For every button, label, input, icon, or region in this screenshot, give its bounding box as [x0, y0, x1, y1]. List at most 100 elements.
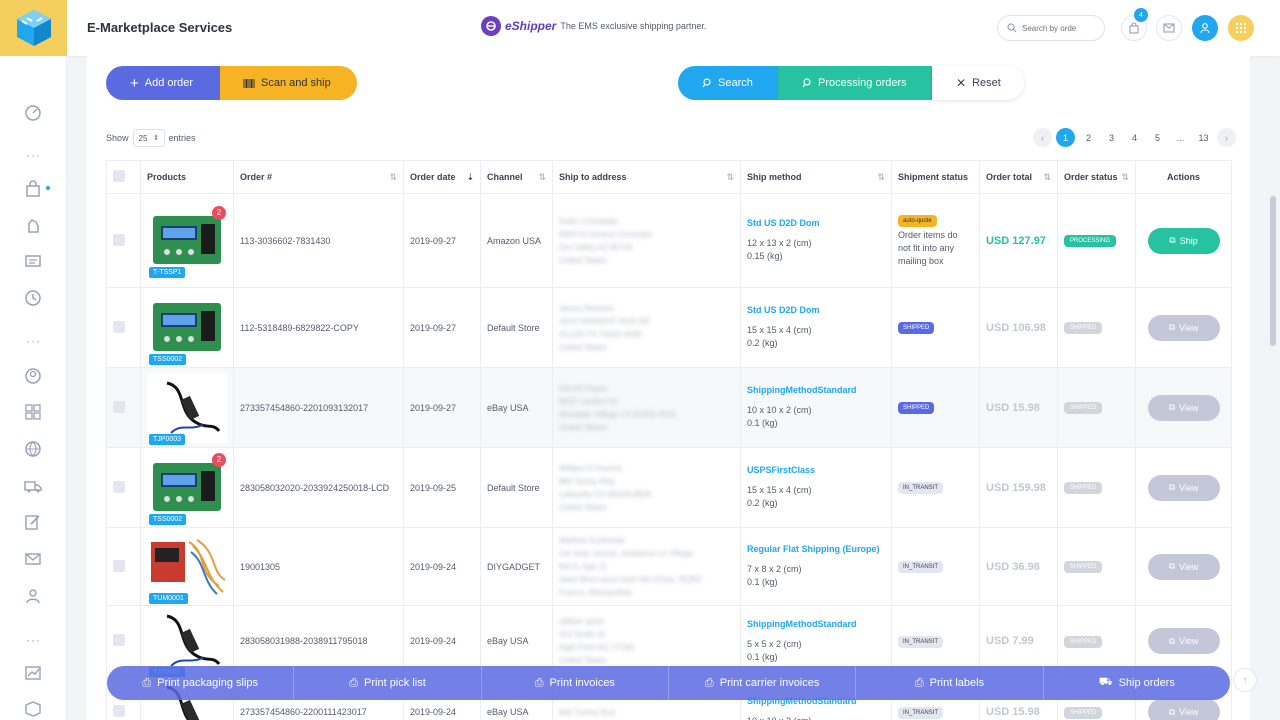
grid-icon[interactable] [22, 401, 44, 423]
row-checkbox[interactable] [113, 705, 125, 717]
col-ship-method[interactable]: Ship method ⇅ [740, 160, 892, 194]
global-search-input[interactable] [1022, 23, 1092, 33]
address-line: 8900 N Camino Coronado [559, 229, 652, 239]
edit-icon[interactable] [22, 511, 44, 533]
row-checkbox[interactable] [113, 559, 125, 572]
view-button[interactable]: ⧉ View [1147, 628, 1220, 654]
page-1[interactable]: 1 [1056, 128, 1075, 147]
col-channel[interactable]: Channel ⇅ [480, 160, 553, 194]
processing-orders-button[interactable]: Processing orders [778, 66, 934, 100]
app-logo[interactable] [0, 0, 67, 56]
col-label: Ship method [747, 172, 802, 182]
ship-method-link[interactable]: Std US D2D Dom [747, 305, 820, 315]
ship-method-link[interactable]: ShippingMethodStandard [747, 696, 857, 706]
message-icon[interactable] [22, 251, 44, 273]
order-number[interactable]: 113-3036602-7831430 [233, 193, 404, 288]
select-all-checkbox[interactable] [113, 170, 125, 182]
row-checkbox[interactable] [113, 634, 125, 646]
address-block: Darrell Hayes 6602 Landino Dr Westlake Vil… [559, 382, 740, 434]
table-row[interactable]: T-TSSP1 2 113-3036602-7831430 2019-09-27 Ama… [106, 193, 1232, 288]
search-button[interactable]: Search [678, 66, 778, 100]
contacts-icon[interactable] [22, 585, 44, 607]
truck-icon[interactable] [22, 475, 44, 497]
order-total: USD 36.98 [986, 560, 1040, 573]
reset-button[interactable]: ✕ Reset [932, 66, 1024, 100]
chart-icon[interactable] [22, 662, 44, 684]
hand-icon[interactable] [22, 214, 44, 236]
row-checkbox[interactable] [113, 233, 125, 246]
ship-method-link[interactable]: Regular Flat Shipping (Europe) [747, 544, 880, 554]
product-thumbnail[interactable]: TSS0002 [147, 292, 227, 365]
view-button[interactable]: ⧉ View [1147, 394, 1220, 421]
col-order-total[interactable]: Order total ⇅ [979, 160, 1058, 194]
product-thumbnail[interactable]: T-TSSP1 2 [147, 205, 227, 278]
ship-method-link[interactable]: ShippingMethodStandard [747, 618, 857, 629]
view-button[interactable]: ⧉ View [1147, 314, 1220, 341]
row-checkbox[interactable] [113, 400, 125, 413]
view-button[interactable]: ⧉ View [1147, 699, 1220, 720]
dashboard-icon[interactable] [22, 101, 44, 123]
page-scrollbar[interactable] [1270, 196, 1276, 346]
scroll-to-top-button[interactable]: ↑ [1233, 668, 1257, 692]
col-ship-to[interactable]: Ship to address ⇅ [552, 160, 741, 194]
print-invoices-button[interactable]: ⎙ Print invoices [482, 666, 669, 700]
cube-logo-icon [16, 10, 51, 46]
print-pick-list-button[interactable]: ⎙ Print pick list [294, 666, 482, 700]
ship-method-link[interactable]: ShippingMethodStandard [747, 385, 857, 395]
scan-ship-button[interactable]: Scan and ship [220, 66, 357, 100]
ship-button[interactable]: ⧉ Ship [1147, 227, 1220, 254]
view-button[interactable]: ⧉ View [1147, 553, 1220, 580]
history-icon[interactable] [22, 287, 44, 309]
col-order-date[interactable]: Order date ⇣ [403, 160, 481, 194]
messages-button[interactable] [1156, 15, 1182, 41]
add-order-button[interactable]: + Add order [106, 66, 224, 100]
table-row[interactable]: TJT0001283058031988-20389117950182019-09… [106, 605, 1232, 678]
col-order-number[interactable]: Order # ⇅ [233, 160, 404, 194]
page-4[interactable]: 4 [1131, 132, 1137, 143]
order-number[interactable]: 19001305 [233, 527, 404, 606]
actions-cell: ⧉ View [1135, 605, 1232, 677]
apps-button[interactable] [1228, 15, 1254, 41]
user-icon[interactable] [22, 365, 44, 387]
next-page-button[interactable]: › [1217, 128, 1236, 147]
table-row[interactable]: TSS0002 2 283058032020-2033924250018-LCD 20… [106, 447, 1232, 528]
product-thumbnail[interactable]: TSS0002 2 [147, 452, 227, 525]
shopping-bag-icon[interactable] [22, 178, 44, 200]
table-row[interactable]: TUM0001 19001305 2019-09-24 DIYGADGET Mathia… [106, 527, 1232, 606]
mail-icon[interactable] [22, 548, 44, 570]
row-checkbox[interactable] [113, 320, 125, 333]
col-order-status[interactable]: Order status ⇅ [1057, 160, 1136, 194]
dimensions: 15 x 15 x 4 (cm) [747, 485, 812, 495]
col-shipment-status[interactable]: Shipment status [891, 160, 980, 194]
printer-icon: ⎙ [142, 676, 152, 689]
order-number[interactable]: 283058031988-2038911795018 [233, 605, 404, 677]
col-products[interactable]: Products [140, 160, 234, 194]
page-5[interactable]: 5 [1154, 132, 1160, 143]
product-thumbnail[interactable]: TJP0003 [147, 372, 227, 445]
row-checkbox[interactable] [113, 480, 125, 493]
global-search[interactable] [997, 15, 1105, 41]
print-carrier-invoices-button[interactable]: ⎙ Print carrier invoices [669, 666, 857, 700]
external-link-icon: ⧉ [1168, 482, 1176, 492]
product-thumbnail[interactable]: TUM0001 [147, 531, 227, 604]
globe-icon[interactable] [22, 438, 44, 460]
truck-icon: ⛟ [1098, 676, 1113, 688]
box-icon[interactable] [22, 698, 44, 720]
table-row[interactable]: TSS0002 112-5318489-6829822-COPY 2019-09-2… [106, 287, 1232, 368]
profile-button[interactable] [1192, 15, 1218, 41]
ship-method-link[interactable]: USPSFirstClass [747, 465, 816, 475]
page-13[interactable]: 13 [1198, 132, 1209, 143]
order-number[interactable]: 112-5318489-6829822-COPY [233, 287, 404, 368]
prev-page-button[interactable]: ‹ [1033, 128, 1052, 147]
ship-orders-button[interactable]: ⛟ Ship orders [1044, 666, 1230, 700]
ship-method-link[interactable]: Std US D2D Dom [747, 218, 820, 228]
view-button[interactable]: ⧉ View [1147, 474, 1220, 501]
page-2[interactable]: 2 [1085, 132, 1091, 143]
page-3[interactable]: 3 [1108, 132, 1114, 143]
order-number[interactable]: 283058032020-2033924250018-LCD [233, 447, 404, 528]
table-row[interactable]: TJP0003 273357454860-2201093132017 2019-09… [106, 367, 1232, 448]
order-number[interactable]: 273357454860-2201093132017 [233, 367, 404, 448]
print-labels-button[interactable]: ⎙ Print labels [856, 666, 1044, 700]
entries-select[interactable]: 25 ⇕ [132, 129, 165, 147]
print-packaging-slips-button[interactable]: ⎙ Print packaging slips [107, 666, 295, 700]
